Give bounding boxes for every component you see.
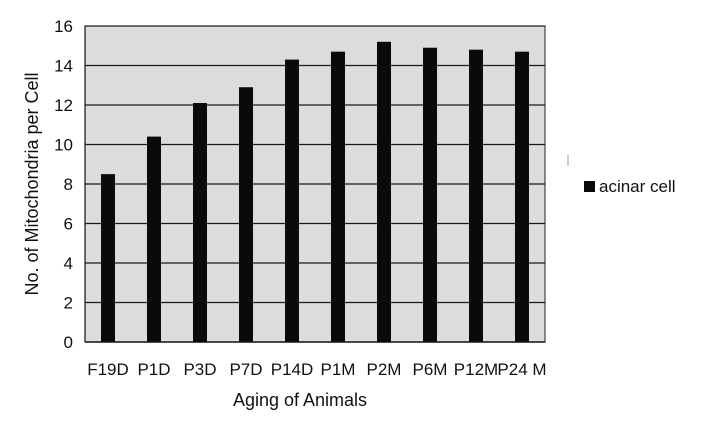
x-tick-label: P24 M [497,360,546,379]
y-tick-label: 4 [64,254,73,273]
y-tick-label: 14 [54,57,73,76]
bar-p3d [193,103,207,343]
x-tick-labels: F19D P1D P3D P7D P14D P1M P2M P6M P12M P24 M [87,360,546,379]
y-tick-label: 16 [54,17,73,36]
x-tick-label: P7D [229,360,262,379]
bar-p1m [331,51,345,343]
x-tick-label: P1M [321,360,356,379]
bars [101,41,529,343]
y-tick-label: 10 [54,136,73,155]
x-tick-label: P3D [183,360,216,379]
x-tick-label: P14D [271,360,314,379]
x-tick-label: P1D [137,360,170,379]
x-tick-label: P6M [413,360,448,379]
bar-p14d [285,59,299,342]
bar-p12m [469,49,483,342]
bar-f19d [101,174,115,342]
bar-p7d [239,87,253,342]
legend-label: acinar cell [599,177,676,196]
y-tick-label: 0 [64,333,73,352]
y-tick-label: 8 [64,175,73,194]
legend: acinar cell [584,177,676,196]
bar-p2m [377,41,391,343]
bar-p1d [147,136,161,342]
y-tick-label: 6 [64,215,73,234]
y-tick-label: 12 [54,96,73,115]
grid-lines [85,25,545,304]
x-tick-label: P12M [454,360,498,379]
x-tick-label: F19D [87,360,129,379]
y-tick-labels: 0 2 4 6 8 10 12 14 16 [54,17,73,352]
y-tick-label: 2 [64,294,73,313]
x-tick-label: P2M [367,360,402,379]
bar-p6m [423,47,437,342]
x-axis-label: Aging of Animals [233,390,367,410]
bar-p24m [515,51,529,343]
y-axis-label: No. of Mitochondria per Cell [22,72,42,295]
legend-swatch [584,181,595,192]
